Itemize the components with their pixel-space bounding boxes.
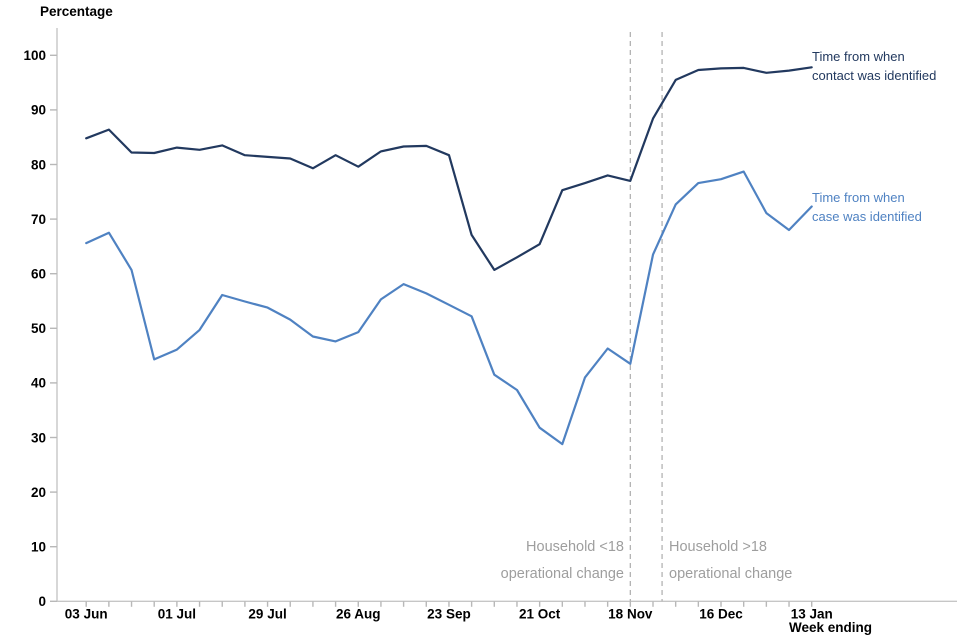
x-tick-label: 13 Jan bbox=[791, 606, 833, 621]
x-tick-label: 18 Nov bbox=[608, 606, 653, 621]
y-tick-label: 20 bbox=[31, 485, 46, 500]
series-label-case-line1: Time from when bbox=[812, 190, 905, 205]
series-line-contact-identified bbox=[85, 66, 813, 271]
y-tick-label: 10 bbox=[31, 540, 46, 555]
annotation-household-over-18: Household >18 operational change bbox=[669, 534, 859, 588]
series-label-case-line2: case was identified bbox=[812, 208, 922, 224]
x-tick-label: 29 Jul bbox=[248, 606, 286, 621]
annotation-household-over-18-line2: operational change bbox=[669, 566, 793, 582]
y-tick-label: 40 bbox=[31, 376, 46, 391]
x-tick-label: 16 Dec bbox=[699, 606, 743, 621]
y-tick-label: 30 bbox=[31, 430, 46, 445]
x-tick-label: 01 Jul bbox=[158, 606, 196, 621]
annotation-household-under-18: Household <18 operational change bbox=[444, 534, 624, 588]
y-tick-label: 100 bbox=[23, 48, 46, 63]
annotation-household-under-18-line2: operational change bbox=[500, 566, 624, 582]
y-tick-label: 50 bbox=[31, 321, 46, 336]
series-label-case: Time from when case was identified bbox=[812, 189, 922, 226]
series-label-contact-line2: contact was identified bbox=[812, 67, 937, 83]
y-tick-label: 70 bbox=[31, 212, 46, 227]
x-tick-label: 23 Sep bbox=[427, 606, 471, 621]
series-label-contact-line1: Time from when bbox=[812, 49, 905, 64]
x-tick-label: 21 Oct bbox=[519, 606, 561, 621]
y-tick-label: 0 bbox=[38, 594, 46, 609]
y-axis-title: Percentage bbox=[40, 4, 113, 19]
x-tick-label: 26 Aug bbox=[336, 606, 381, 621]
annotation-household-over-18-line1: Household >18 bbox=[669, 539, 767, 555]
series-line-case-identified bbox=[85, 170, 813, 446]
x-axis-title: Week ending bbox=[789, 620, 873, 635]
y-tick-label: 60 bbox=[31, 267, 46, 282]
y-tick-label: 90 bbox=[31, 103, 46, 118]
y-tick-label: 80 bbox=[31, 157, 46, 172]
x-tick-label: 03 Jun bbox=[65, 606, 108, 621]
annotation-household-under-18-line1: Household <18 bbox=[526, 539, 624, 555]
series-label-contact: Time from when contact was identified bbox=[812, 48, 936, 85]
